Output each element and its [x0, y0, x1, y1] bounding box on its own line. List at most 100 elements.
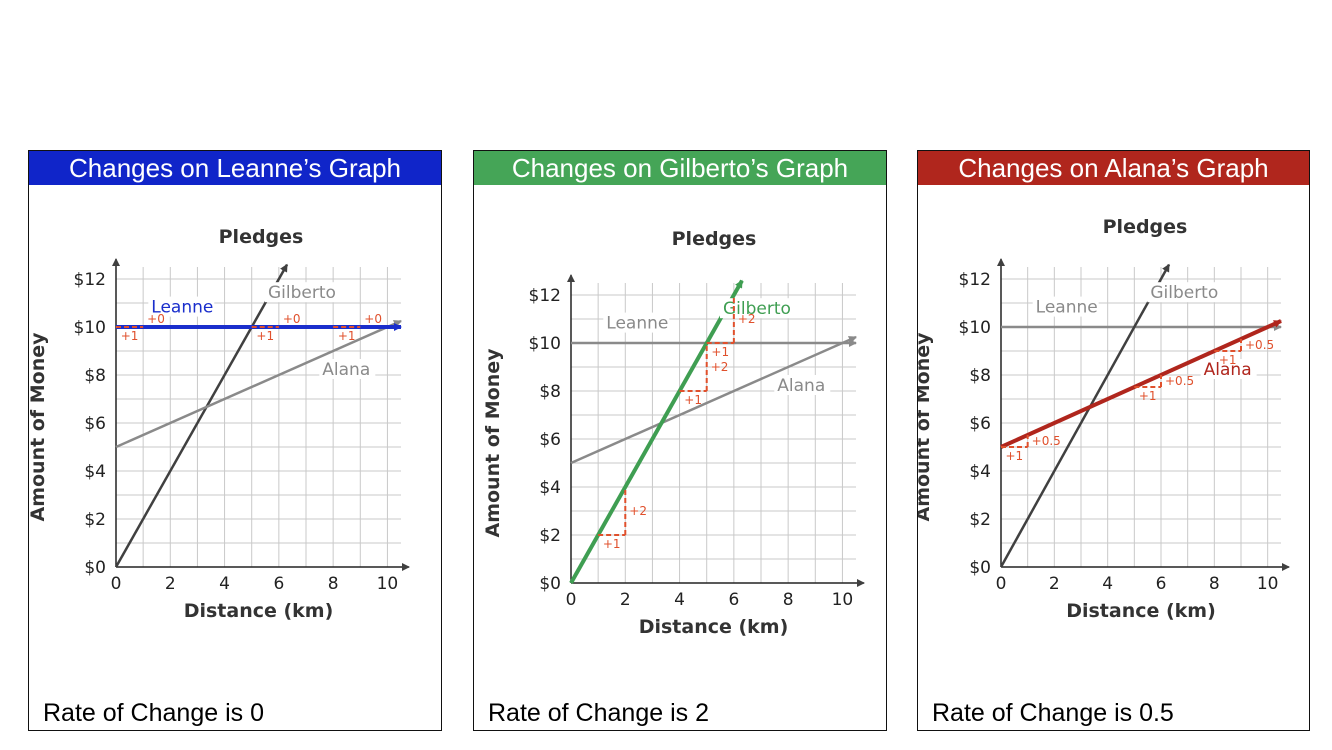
- pledges-chart-gilberto: 0 2 4 6 8 10 $0 $2 $4 $6 $8 $10 $12 Pledges Distance (…: [482, 228, 865, 638]
- y-tick-label: $8: [84, 366, 106, 386]
- chart-title: Pledges: [219, 226, 304, 248]
- x-tick-label: 8: [328, 574, 339, 594]
- series-line-alana: [115, 319, 402, 449]
- chart-title: Pledges: [672, 228, 757, 250]
- y-tick-label: $12: [74, 270, 106, 290]
- series-label-alana: Alana: [1204, 360, 1252, 380]
- x-tick-label: 6: [273, 574, 284, 594]
- series-label-bg: [1200, 359, 1257, 379]
- y-axis-label: Amount of Money: [482, 348, 504, 538]
- x-axis-label: Distance (km): [639, 616, 789, 638]
- y-tick-label: $10: [74, 318, 106, 338]
- y-tick-label: $6: [539, 430, 561, 450]
- y-axis-label: Amount of Money: [29, 332, 49, 522]
- panel-header: Changes on Alana’s Graph: [918, 151, 1309, 185]
- panel-leanne: Changes on Leanne’s Graph 0 2 4 6 8 10 $0 $2 $4 $…: [28, 150, 442, 731]
- series-label-bg: [1147, 282, 1234, 303]
- series-label-gilberto: Gilberto: [723, 299, 791, 319]
- x-tick-label: 8: [783, 590, 794, 610]
- pledges-chart-alana: 0 2 4 6 8 10 $0 $2 $4 $6 $8 $10 $12 Pledges Distance (…: [918, 216, 1290, 622]
- series-line-gilberto: [114, 263, 289, 568]
- y-tick-label: $2: [539, 526, 561, 546]
- rise-label: +0: [147, 312, 165, 326]
- series-label-gilberto: Gilberto: [268, 283, 336, 303]
- panel-gilberto: Changes on Gilberto’s Graph 0 2 4 6 8 10 $0 $2 $…: [473, 150, 887, 731]
- x-tick-label: 2: [1049, 574, 1060, 594]
- y-tick-label: $0: [969, 558, 991, 578]
- x-tick-label: 10: [832, 590, 854, 610]
- x-tick-label: 8: [1209, 574, 1220, 594]
- series-label-bg: [319, 359, 376, 379]
- run-label: +1: [1005, 449, 1023, 463]
- y-tick-label: $4: [539, 478, 561, 498]
- y-tick-label: $12: [529, 286, 561, 306]
- chart-title: Pledges: [1103, 216, 1188, 238]
- panel-alana: Changes on Alana’s Graph 0 2 4 6 8 10 $0 $2 $4 $6…: [917, 150, 1310, 731]
- x-tick-label: 4: [219, 574, 230, 594]
- series-label-leanne: Leanne: [606, 314, 668, 334]
- x-tick-label: 0: [111, 574, 122, 594]
- x-tick-label: 10: [377, 574, 399, 594]
- run-label: +1: [684, 393, 702, 407]
- series-label-bg: [720, 298, 806, 319]
- series-line-gilberto: [999, 263, 1171, 568]
- x-tick-label: 6: [728, 590, 739, 610]
- x-axis-label: Distance (km): [1066, 600, 1216, 622]
- y-tick-label: $2: [84, 510, 106, 530]
- rise-label: +0: [364, 312, 382, 326]
- run-label: +1: [338, 329, 356, 343]
- series-label-leanne: Leanne: [1036, 298, 1098, 318]
- x-tick-label: 0: [996, 574, 1007, 594]
- rate-of-change-label: Rate of Change is 2: [488, 699, 709, 727]
- y-tick-label: $4: [969, 462, 991, 482]
- y-tick-label: $6: [969, 414, 991, 434]
- x-tick-label: 10: [1257, 574, 1279, 594]
- y-tick-label: $8: [969, 366, 991, 386]
- rate-of-change-label: Rate of Change is 0.5: [932, 699, 1174, 727]
- y-tick-label: $4: [84, 462, 106, 482]
- x-tick-label: 4: [1102, 574, 1113, 594]
- series-label-bg: [148, 296, 215, 317]
- series-label-bg: [265, 282, 351, 303]
- y-tick-label: $8: [539, 382, 561, 402]
- panel-header: Changes on Leanne’s Graph: [29, 151, 441, 185]
- y-tick-label: $10: [959, 318, 991, 338]
- series-label-bg: [1032, 296, 1099, 317]
- rise-label: +2: [629, 504, 647, 518]
- y-tick-label: $2: [969, 510, 991, 530]
- series-label-leanne: Leanne: [151, 298, 213, 318]
- series-label-alana: Alana: [777, 376, 825, 396]
- rise-label: +0: [283, 312, 301, 326]
- x-tick-label: 2: [620, 590, 631, 610]
- rise-label: +2: [738, 312, 756, 326]
- pledges-chart-leanne: 0 2 4 6 8 10 $0 $2 $4 $6 $8 $10 $12 Pledges Distance (…: [29, 226, 410, 622]
- run-label: +1: [603, 537, 621, 551]
- run-label: +1: [121, 329, 139, 343]
- series-label-gilberto: Gilberto: [1150, 283, 1218, 303]
- x-tick-label: 0: [566, 590, 577, 610]
- y-tick-label: $0: [84, 558, 106, 578]
- y-tick-label: $0: [539, 574, 561, 594]
- y-axis-label: Amount of Money: [918, 332, 934, 522]
- y-tick-label: $10: [529, 334, 561, 354]
- x-tick-label: 2: [165, 574, 176, 594]
- rise-label: +0.5: [1165, 374, 1194, 388]
- y-tick-label: $6: [84, 414, 106, 434]
- x-tick-label: 6: [1156, 574, 1167, 594]
- x-tick-label: 4: [674, 590, 685, 610]
- series-label-alana: Alana: [322, 360, 370, 380]
- rise-label: +0.5: [1032, 434, 1061, 448]
- series-line-alana: [1000, 319, 1282, 449]
- series-line-alana: [570, 335, 857, 465]
- series-label-bg: [774, 375, 831, 395]
- y-tick-label: $12: [959, 270, 991, 290]
- run-label: +1: [256, 329, 274, 343]
- panel-header: Changes on Gilberto’s Graph: [474, 151, 886, 185]
- run-label: +1: [711, 345, 729, 359]
- run-label: +1: [1219, 353, 1237, 367]
- x-axis-label: Distance (km): [184, 600, 334, 622]
- run-label: +1: [1139, 389, 1157, 403]
- rate-of-change-label: Rate of Change is 0: [43, 699, 264, 727]
- rise-label: +0.5: [1245, 338, 1274, 352]
- series-line-gilberto: [569, 279, 744, 584]
